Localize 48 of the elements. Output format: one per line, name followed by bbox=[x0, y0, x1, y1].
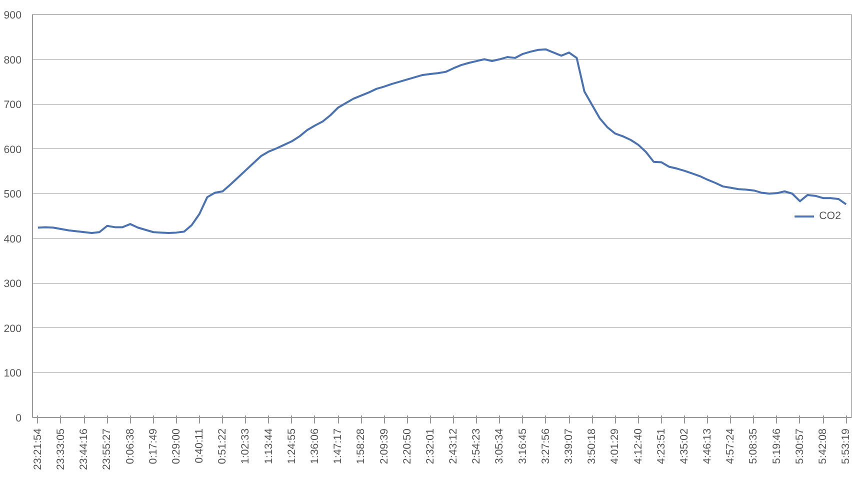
x-tick-label: 23:55:27 bbox=[101, 428, 114, 470]
x-tick-label: 23:21:54 bbox=[32, 428, 44, 470]
y-tick-label: 100 bbox=[4, 368, 22, 380]
legend-label: CO2 bbox=[819, 210, 841, 222]
x-tick-label: 1:13:44 bbox=[262, 428, 275, 464]
x-tick-label: 2:09:39 bbox=[378, 428, 390, 464]
x-tick-label: 0:51:22 bbox=[216, 428, 229, 464]
x-tick-label: 0:17:49 bbox=[147, 428, 160, 464]
x-tick-label: 1:36:06 bbox=[308, 428, 321, 464]
x-tick-label: 3:27:56 bbox=[540, 428, 552, 464]
x-tick-label: 2:32:01 bbox=[424, 428, 436, 464]
x-tick-label: 5:42:08 bbox=[817, 428, 830, 464]
x-tick-label: 23:44:16 bbox=[78, 428, 90, 470]
y-tick-label: 700 bbox=[4, 99, 22, 112]
x-tick-label: 0:40:11 bbox=[194, 428, 206, 464]
x-tick-label: 3:39:07 bbox=[563, 428, 576, 464]
x-tick-label: 4:46:13 bbox=[702, 428, 714, 464]
x-tick-label: 0:06:38 bbox=[124, 428, 136, 464]
x-tick-label: 5:53:19 bbox=[840, 428, 852, 464]
x-tick-label: 4:12:40 bbox=[632, 428, 644, 464]
y-tick-label: 400 bbox=[4, 233, 22, 246]
x-tick-label: 3:05:34 bbox=[494, 428, 506, 464]
y-tick-label: 500 bbox=[4, 188, 22, 201]
x-tick-label: 5:08:35 bbox=[748, 428, 760, 464]
x-tick-label: 1:58:28 bbox=[355, 428, 368, 464]
x-tick-label: 2:20:50 bbox=[401, 428, 414, 464]
x-tick-label: 5:30:57 bbox=[794, 428, 806, 464]
x-tick-label: 0:29:00 bbox=[170, 428, 182, 464]
line-series bbox=[36, 48, 848, 234]
x-tick-label: 4:57:24 bbox=[724, 428, 737, 464]
y-tick-label: 600 bbox=[4, 144, 22, 156]
y-tick-label: 0 bbox=[16, 412, 22, 424]
x-tick-label: 3:16:45 bbox=[516, 428, 529, 464]
y-tick-label: 200 bbox=[4, 322, 22, 335]
x-tick-label: 4:23:51 bbox=[655, 428, 668, 464]
x-tick-label: 1:02:33 bbox=[240, 428, 252, 464]
x-tick-label: 23:33:05 bbox=[54, 428, 67, 470]
x-tick-label: 4:01:29 bbox=[609, 428, 622, 464]
x-tick-label: 3:50:18 bbox=[586, 428, 598, 464]
y-tick-label: 300 bbox=[4, 278, 22, 290]
x-tick-label: 2:43:12 bbox=[448, 428, 460, 464]
x-tick-label: 4:35:02 bbox=[678, 428, 690, 464]
x-tick-label: 1:47:17 bbox=[332, 428, 344, 464]
y-tick-label: 900 bbox=[4, 10, 22, 22]
x-tick-label: 2:54:23 bbox=[470, 428, 483, 464]
x-tick-label: 5:19:46 bbox=[770, 428, 783, 464]
x-tick-label: 1:24:55 bbox=[286, 428, 298, 464]
y-tick-label: 800 bbox=[4, 54, 22, 66]
